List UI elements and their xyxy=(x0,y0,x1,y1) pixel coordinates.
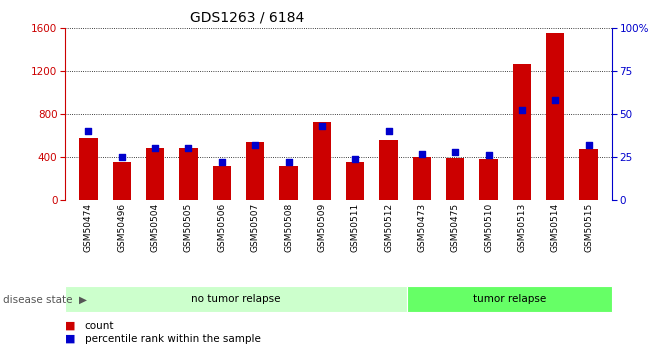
Point xyxy=(283,159,294,165)
Point xyxy=(550,97,561,103)
Bar xyxy=(179,148,198,200)
Bar xyxy=(79,138,98,200)
Bar xyxy=(113,162,131,200)
Point xyxy=(350,156,361,161)
Text: count: count xyxy=(85,321,114,331)
Point xyxy=(417,151,427,156)
Text: no tumor relapse: no tumor relapse xyxy=(191,294,281,304)
Bar xyxy=(380,140,398,200)
Text: disease state  ▶: disease state ▶ xyxy=(3,294,87,304)
Bar xyxy=(346,162,365,200)
Bar xyxy=(513,64,531,200)
Bar xyxy=(246,142,264,200)
Point xyxy=(517,108,527,113)
Text: ■: ■ xyxy=(65,334,76,344)
Bar xyxy=(146,148,164,200)
Bar xyxy=(546,33,564,200)
Text: GDS1263 / 6184: GDS1263 / 6184 xyxy=(190,10,305,24)
Point xyxy=(117,154,127,160)
Point xyxy=(316,123,327,129)
Point xyxy=(184,146,194,151)
Point xyxy=(450,149,460,155)
Bar xyxy=(413,157,431,200)
Point xyxy=(217,159,227,165)
Point xyxy=(583,142,594,148)
Point xyxy=(383,128,394,134)
Bar xyxy=(279,166,298,200)
Bar xyxy=(213,166,231,200)
Text: ■: ■ xyxy=(65,321,76,331)
Text: tumor relapse: tumor relapse xyxy=(473,294,546,304)
Bar xyxy=(479,159,498,200)
Point xyxy=(150,146,160,151)
Bar xyxy=(579,149,598,200)
Point xyxy=(483,152,493,158)
Text: percentile rank within the sample: percentile rank within the sample xyxy=(85,334,260,344)
Point xyxy=(250,142,260,148)
Point xyxy=(83,128,94,134)
Bar xyxy=(312,122,331,200)
Bar xyxy=(446,158,464,200)
